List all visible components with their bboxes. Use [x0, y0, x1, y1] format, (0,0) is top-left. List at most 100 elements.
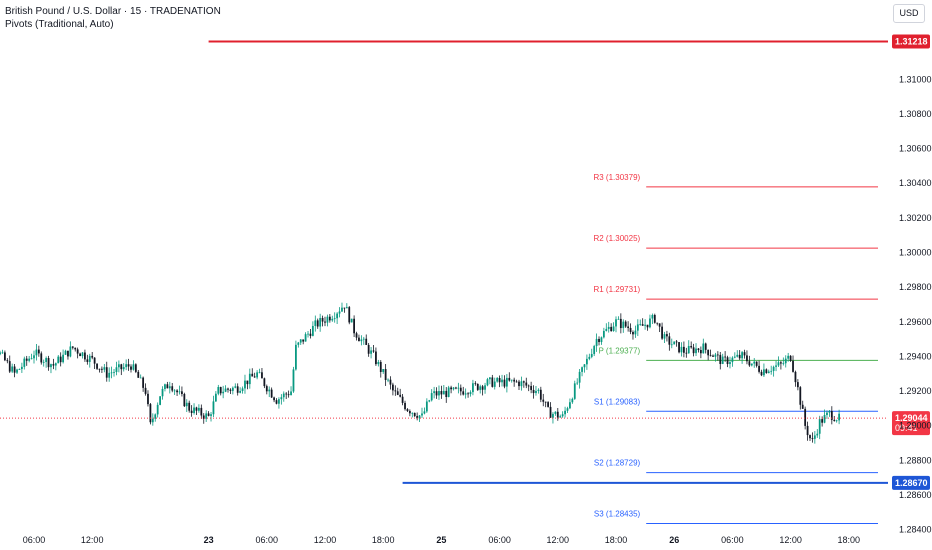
candle-body: [227, 388, 229, 390]
y-tick-label: 1.29400: [899, 351, 932, 361]
candle-body: [319, 317, 322, 327]
candle-body: [440, 391, 443, 395]
candle-body: [362, 338, 365, 340]
candle-body: [59, 356, 62, 363]
current-price-tag: [892, 411, 930, 436]
candle-body: [328, 316, 331, 321]
candle-body: [50, 364, 52, 368]
candle-body: [796, 382, 799, 388]
candle-body: [828, 411, 831, 413]
candle-body: [353, 318, 355, 334]
candle-body: [261, 372, 263, 379]
y-tick-label: 1.29800: [899, 282, 932, 292]
symbol-title[interactable]: British Pound / U.S. Dollar · 15 · TRADE…: [5, 6, 221, 17]
candle-body: [207, 413, 210, 416]
candle-body: [217, 387, 220, 394]
candle-body: [595, 338, 598, 347]
candle-body: [760, 371, 763, 376]
candle-body: [755, 361, 758, 366]
candle-body: [423, 411, 426, 414]
candle-body: [222, 391, 225, 394]
candle-body: [130, 366, 132, 370]
currency-button[interactable]: USD: [893, 4, 925, 23]
candle-body: [501, 379, 503, 383]
candle-body: [71, 346, 74, 348]
candle-body: [198, 407, 200, 411]
candle-body: [748, 361, 751, 366]
candle-body: [382, 369, 385, 372]
candle-body: [35, 349, 38, 356]
candle-body: [367, 344, 370, 354]
candle-body: [535, 390, 537, 394]
candle-body: [821, 419, 824, 423]
candle-body: [23, 358, 26, 367]
candle-body: [733, 356, 736, 358]
candle-body: [396, 391, 399, 395]
x-tick-label: 06:00: [721, 535, 744, 545]
candle-body: [612, 326, 615, 332]
candle-body: [18, 369, 21, 370]
candle-body: [680, 346, 683, 353]
candle-body: [590, 354, 593, 357]
candle-body: [326, 316, 329, 323]
candle-body: [716, 354, 719, 356]
indicator-label[interactable]: Pivots (Traditional, Auto): [5, 19, 114, 30]
candle-body: [491, 377, 494, 387]
candle-body: [350, 318, 353, 323]
candle-body: [125, 364, 128, 368]
candle-body: [86, 359, 89, 362]
candle-body: [406, 409, 409, 412]
candle-body: [253, 376, 256, 378]
candle-body: [549, 406, 552, 418]
candle-body: [268, 389, 271, 392]
candle-body: [430, 393, 433, 401]
candle-body: [729, 362, 731, 365]
candle-body: [202, 415, 205, 419]
candle-body: [79, 353, 81, 357]
level-price-tag: [892, 34, 930, 49]
candle-body: [307, 333, 309, 335]
candle-body: [552, 413, 554, 418]
candle-body: [270, 389, 273, 398]
candle-body: [195, 407, 198, 411]
pivot-label-r2: R2 (1.30025): [593, 234, 640, 243]
candle-body: [433, 391, 436, 394]
candle-body: [404, 402, 406, 410]
candle-body: [518, 381, 520, 387]
candle-body: [656, 322, 659, 324]
candle-body: [115, 367, 118, 373]
candle-body: [782, 363, 785, 365]
candle-body: [794, 371, 797, 383]
candle-body: [588, 356, 591, 359]
candle-body: [699, 350, 702, 354]
candle-body: [809, 435, 811, 439]
candle-body: [188, 402, 191, 411]
candle-body: [835, 420, 838, 422]
candle-body: [256, 372, 258, 378]
candle-body: [333, 318, 336, 320]
candle-body: [750, 363, 753, 366]
candle-body: [709, 355, 712, 357]
candle-body: [561, 414, 564, 417]
candle-body: [316, 320, 319, 327]
candle-body: [25, 358, 28, 361]
candle-body: [159, 396, 161, 405]
candle-body: [134, 364, 137, 372]
candle-body: [741, 352, 743, 359]
candle-body: [447, 387, 450, 397]
y-tick-label: 1.29600: [899, 317, 932, 327]
candle-body: [149, 404, 152, 423]
x-tick-label: 18:00: [605, 535, 628, 545]
candlesticks: [0, 302, 840, 444]
candle-body: [721, 356, 724, 364]
candle-body: [476, 383, 479, 390]
candle-body: [527, 385, 530, 387]
candle-body: [370, 350, 372, 354]
candle-body: [392, 384, 394, 391]
x-tick-label: 12:00: [314, 535, 337, 545]
candle-body: [513, 379, 516, 382]
candle-body: [685, 352, 688, 354]
candle-body: [190, 410, 193, 413]
candle-body: [299, 339, 302, 343]
